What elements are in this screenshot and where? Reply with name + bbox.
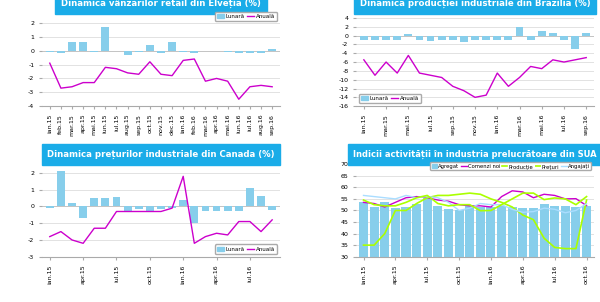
Bar bbox=[268, 207, 276, 210]
Bar bbox=[561, 206, 570, 302]
Bar bbox=[371, 36, 379, 40]
Bar bbox=[101, 198, 109, 207]
Title: Indicii activității în industria prelucrătoare din SUA: Indicii activității în industria prelucr… bbox=[353, 150, 597, 159]
Bar bbox=[124, 51, 131, 55]
Bar bbox=[246, 51, 254, 53]
Bar bbox=[168, 42, 176, 51]
Bar bbox=[101, 27, 109, 51]
Bar bbox=[146, 45, 154, 51]
Bar bbox=[527, 36, 535, 40]
Bar bbox=[529, 208, 538, 302]
Bar bbox=[444, 209, 453, 302]
Bar bbox=[571, 207, 580, 302]
Bar bbox=[257, 51, 265, 53]
Legend: Lunară, Anuală: Lunară, Anuală bbox=[359, 94, 421, 103]
Bar bbox=[190, 207, 198, 223]
Bar bbox=[493, 36, 501, 40]
Bar bbox=[157, 207, 165, 209]
Title: Dinamica prețurilor industriale din Canada (%): Dinamica prețurilor industriale din Cana… bbox=[47, 150, 275, 159]
Bar bbox=[482, 36, 490, 40]
Bar bbox=[68, 203, 76, 207]
Bar bbox=[505, 36, 512, 40]
Bar bbox=[79, 42, 87, 51]
Bar bbox=[455, 210, 464, 302]
Legend: Lunară, Anuală: Lunară, Anuală bbox=[215, 245, 277, 254]
Bar bbox=[257, 196, 265, 207]
Bar bbox=[179, 200, 187, 207]
Bar bbox=[401, 207, 410, 302]
Bar bbox=[423, 198, 432, 302]
Bar bbox=[465, 206, 474, 302]
Bar bbox=[46, 207, 53, 208]
Bar bbox=[57, 171, 65, 207]
Bar bbox=[359, 202, 368, 302]
Bar bbox=[487, 207, 496, 302]
Title: Dinamica vânzărilor retail din Elveția (%): Dinamica vânzărilor retail din Elveția (… bbox=[61, 0, 261, 8]
Bar bbox=[549, 33, 557, 36]
Bar bbox=[380, 202, 389, 302]
Bar bbox=[202, 207, 209, 211]
Bar bbox=[46, 51, 53, 52]
Bar bbox=[471, 36, 479, 40]
Bar bbox=[476, 207, 485, 302]
Bar bbox=[268, 49, 276, 51]
Bar bbox=[68, 42, 76, 51]
Bar bbox=[538, 31, 545, 36]
Bar bbox=[190, 51, 198, 53]
Bar bbox=[135, 51, 143, 52]
Bar bbox=[582, 206, 591, 302]
Bar bbox=[135, 207, 143, 209]
Bar bbox=[360, 36, 368, 40]
Bar bbox=[508, 207, 517, 302]
Bar bbox=[91, 198, 98, 207]
Bar bbox=[179, 51, 187, 52]
Bar bbox=[235, 51, 242, 53]
Bar bbox=[113, 197, 121, 207]
Bar bbox=[91, 51, 98, 52]
Bar bbox=[391, 208, 400, 302]
Bar bbox=[497, 206, 506, 302]
Bar bbox=[370, 207, 379, 302]
Legend: Agregat, Comenzi noi, Producție, Prețuri, Angajați: Agregat, Comenzi noi, Producție, Prețuri… bbox=[430, 162, 592, 170]
Bar bbox=[212, 207, 220, 211]
Bar bbox=[539, 204, 548, 302]
Bar bbox=[124, 207, 131, 211]
Bar bbox=[460, 36, 468, 42]
Title: Dinamica producției industriale din Brazilia (%): Dinamica producției industriale din Braz… bbox=[360, 0, 590, 8]
Legend: Lunară, Anuală: Lunară, Anuală bbox=[215, 12, 277, 21]
Bar bbox=[449, 36, 457, 40]
Bar bbox=[550, 206, 559, 302]
Bar bbox=[57, 51, 65, 53]
Bar bbox=[515, 27, 523, 36]
Bar bbox=[416, 36, 424, 40]
Bar bbox=[583, 33, 590, 36]
Bar bbox=[157, 51, 165, 53]
Bar bbox=[427, 36, 434, 41]
Bar bbox=[246, 188, 254, 207]
Bar bbox=[224, 51, 232, 52]
Bar bbox=[224, 207, 232, 211]
Bar bbox=[560, 36, 568, 40]
Bar bbox=[404, 34, 412, 36]
Bar bbox=[394, 36, 401, 40]
Bar bbox=[571, 36, 579, 49]
Bar bbox=[438, 36, 446, 40]
Bar bbox=[412, 204, 421, 302]
Bar bbox=[79, 207, 87, 218]
Bar bbox=[382, 36, 390, 40]
Bar bbox=[235, 207, 242, 211]
Bar bbox=[146, 207, 154, 211]
Bar bbox=[518, 208, 527, 302]
Bar bbox=[168, 207, 176, 208]
Bar bbox=[433, 206, 442, 302]
